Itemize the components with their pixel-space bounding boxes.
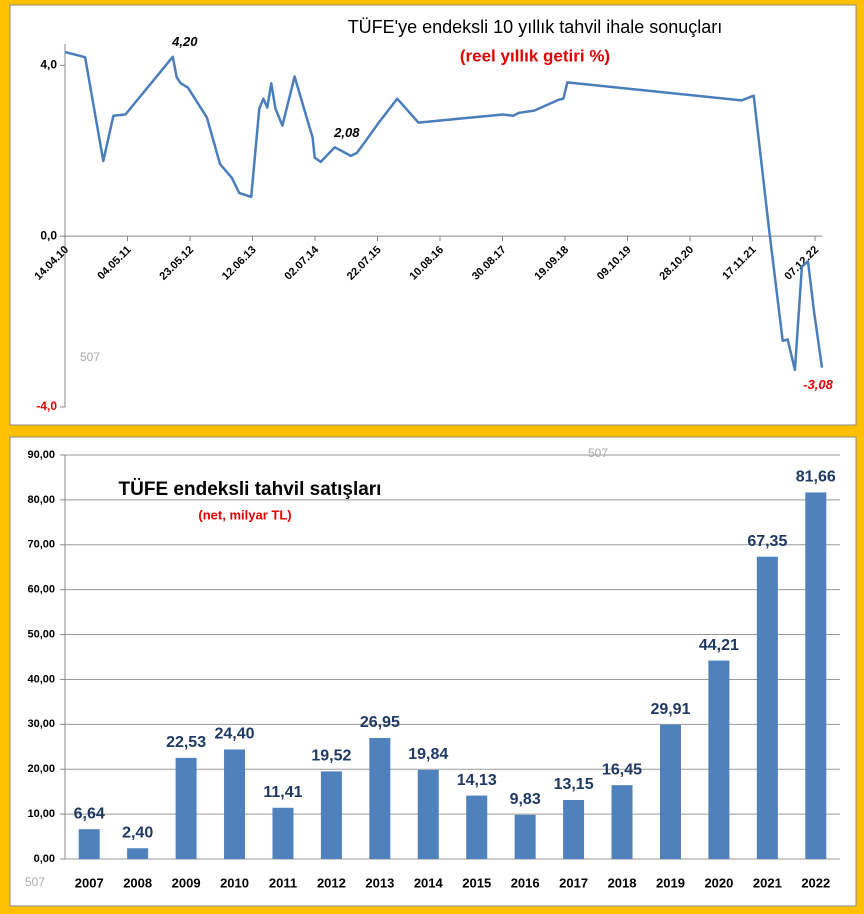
x-tick-label: 2013 xyxy=(365,875,394,890)
bar xyxy=(805,492,827,859)
x-tick-label: 2015 xyxy=(462,875,491,890)
value-label: 6,64 xyxy=(74,805,105,822)
y-tick-label: 4,0 xyxy=(40,58,57,72)
value-label: 81,66 xyxy=(796,469,836,486)
x-tick-label: 2009 xyxy=(172,875,201,890)
x-tick-label: 2022 xyxy=(801,875,830,890)
bar xyxy=(466,795,488,859)
y-tick-label: 40,00 xyxy=(27,673,55,685)
y-tick-label: 70,00 xyxy=(27,539,55,551)
x-tick-label: 2008 xyxy=(123,875,152,890)
bar xyxy=(563,799,585,859)
bar xyxy=(417,769,439,859)
x-tick-label: 2016 xyxy=(511,875,540,890)
bar xyxy=(78,829,100,859)
bar xyxy=(611,785,633,859)
x-tick-label: 2012 xyxy=(317,875,346,890)
chart-title: TÜFE'ye endeksli 10 yıllık tahvil ihale … xyxy=(348,17,723,37)
value-label: 11,41 xyxy=(263,784,302,801)
line-series xyxy=(64,50,824,372)
bar xyxy=(272,807,294,859)
watermark: 507 xyxy=(588,446,608,460)
x-tick-label: 2007 xyxy=(75,875,104,890)
x-tick-label: 2011 xyxy=(269,875,297,890)
y-tick-label: 10,00 xyxy=(27,808,55,820)
y-tick-label: -4,0 xyxy=(36,399,57,413)
value-label: 19,84 xyxy=(408,746,448,763)
value-label: 44,21 xyxy=(699,637,739,654)
y-tick-label: 90,00 xyxy=(27,449,55,461)
value-label: 26,95 xyxy=(360,714,400,731)
bar xyxy=(369,738,391,859)
chart-title: TÜFE endeksli tahvil satışları xyxy=(119,479,382,500)
value-label: 2,08 xyxy=(333,125,360,140)
value-label: 22,53 xyxy=(166,734,206,751)
y-tick-label: 30,00 xyxy=(27,718,55,730)
value-label: 13,15 xyxy=(554,776,594,793)
value-label: 9,83 xyxy=(510,791,541,808)
value-label: 16,45 xyxy=(602,761,642,778)
bar xyxy=(659,724,681,859)
bar xyxy=(708,660,730,859)
bar xyxy=(127,848,149,859)
x-tick-label: 2021 xyxy=(753,875,782,890)
watermark: 507 xyxy=(80,350,100,364)
bar xyxy=(514,814,536,859)
y-tick-label: 60,00 xyxy=(27,584,55,596)
y-tick-label: 0,00 xyxy=(34,853,55,865)
bar xyxy=(756,556,778,859)
x-tick-label: 2020 xyxy=(704,875,733,890)
value-label: 24,40 xyxy=(215,726,255,743)
watermark: 507 xyxy=(25,875,45,889)
chart-subtitle: (reel yıllık getiri %) xyxy=(460,46,610,65)
chart-subtitle: (net, milyar TL) xyxy=(198,507,291,522)
x-tick-label: 2019 xyxy=(656,875,685,890)
top-panel xyxy=(9,4,857,426)
value-label: 14,13 xyxy=(457,772,497,789)
value-label: 29,91 xyxy=(650,701,690,718)
bar xyxy=(320,771,342,859)
x-tick-label: 2018 xyxy=(608,875,637,890)
value-label: 19,52 xyxy=(311,748,351,765)
x-tick-label: 2014 xyxy=(414,875,444,890)
value-label: 4,20 xyxy=(171,34,198,49)
y-tick-label: 0,0 xyxy=(40,228,57,242)
y-tick-label: 20,00 xyxy=(27,763,55,775)
value-label: 2,40 xyxy=(122,824,153,841)
bar xyxy=(175,757,197,859)
x-tick-label: 2017 xyxy=(559,875,588,890)
bar xyxy=(224,749,246,859)
y-tick-label: 50,00 xyxy=(27,628,55,640)
x-tick-label: 2010 xyxy=(220,875,249,890)
value-label: 67,35 xyxy=(747,533,787,550)
y-tick-label: 80,00 xyxy=(27,494,55,506)
value-label: -3,08 xyxy=(803,377,833,392)
